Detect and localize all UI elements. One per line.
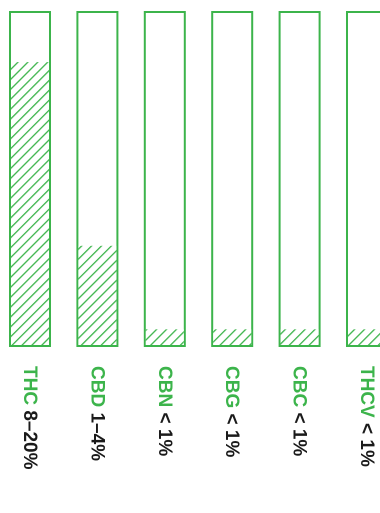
bar-label-cbd: CBD 1–4% [87,366,108,461]
category-value-cbg: < 1% [222,408,243,457]
bar-fill-cbd [78,245,117,345]
category-value-cbn: < 1% [154,407,175,456]
bar-fill-thcv [348,329,380,345]
bar-fill-cbn [145,329,184,345]
labels-group: THC 8–20%CBD 1–4%CBN < 1%CBG < 1%CBC < 1… [20,366,378,470]
category-name-cbd: CBD [87,366,108,407]
category-value-cbd: 1–4% [87,407,108,461]
category-value-thc: 8–20% [20,405,41,470]
category-name-cbc: CBC [289,366,310,407]
bars-group [9,11,380,347]
bar-label-cbc: CBC < 1% [289,366,310,456]
bar-label-cbg: CBG < 1% [222,366,243,457]
bar-label-thcv: THCV < 1% [357,366,378,467]
category-name-thcv: THCV [357,366,378,418]
bar-frame-cbn [143,11,186,347]
category-value-cbc: < 1% [289,407,310,456]
bar-fill-thc [11,62,49,345]
bar-label-thc: THC 8–20% [20,366,41,470]
category-name-cbn: CBN [154,366,175,407]
category-value-thcv: < 1% [357,418,378,467]
bar-frame-thcv [346,11,380,347]
category-name-thc: THC [20,366,41,405]
bar-fill-cbg [213,329,252,345]
category-name-cbg: CBG [222,366,243,408]
bar-label-cbn: CBN < 1% [154,366,175,456]
bar-frame-cbg [211,11,254,347]
bar-fill-cbc [280,329,319,345]
bar-frame-cbc [278,11,321,347]
